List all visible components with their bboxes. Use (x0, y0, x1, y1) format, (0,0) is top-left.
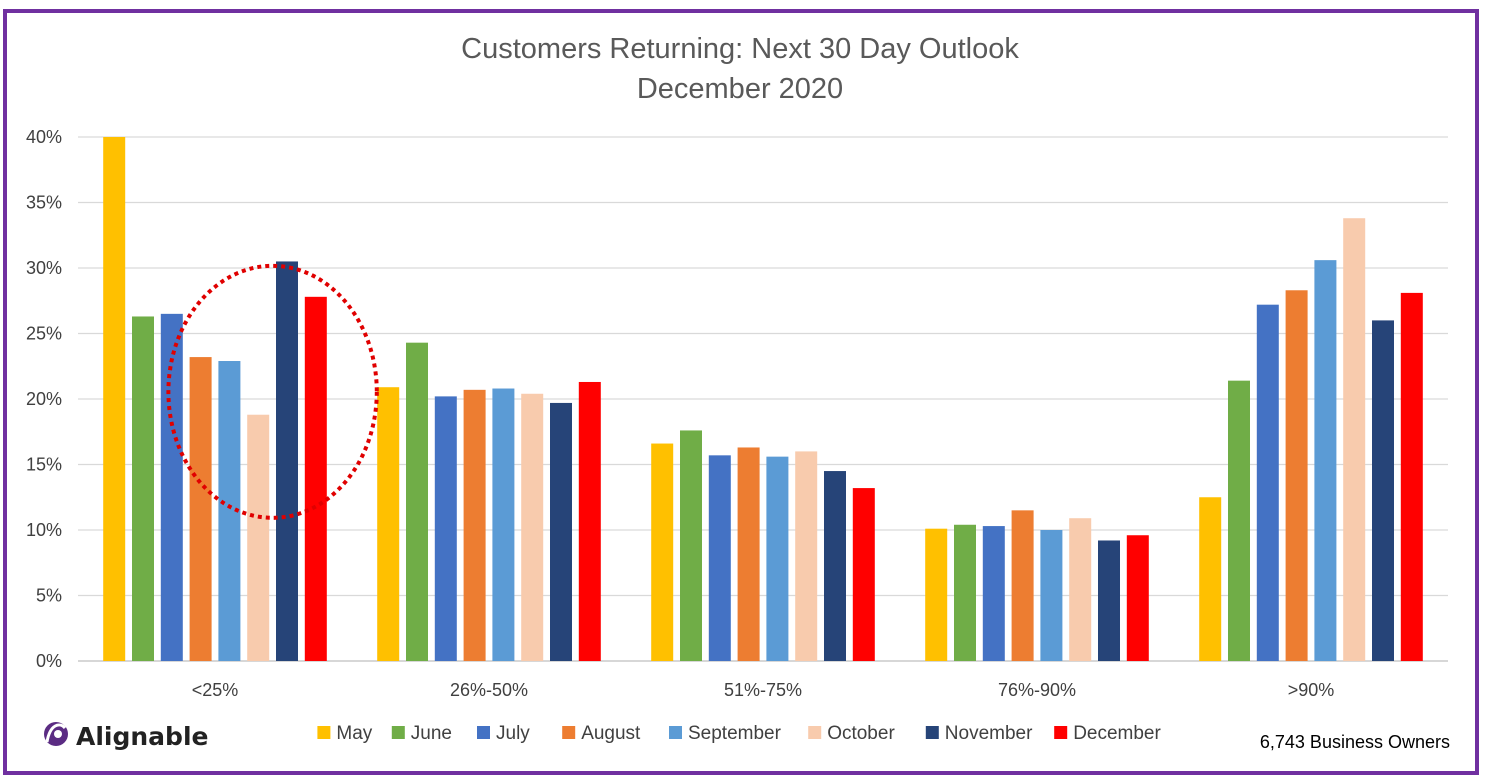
highlight-ellipse (166, 263, 379, 520)
bar-june (1228, 380, 1250, 661)
legend-label: August (581, 723, 641, 744)
y-tick-label: 25% (26, 324, 62, 344)
legend-swatch (669, 726, 682, 739)
chart-subtitle: December 2020 (637, 73, 843, 105)
bar-september (1040, 530, 1063, 661)
legend-swatch (1054, 726, 1068, 739)
legend-label: May (336, 723, 372, 744)
bar-september (218, 361, 241, 661)
bar-december (304, 296, 327, 661)
y-tick-label: 5% (36, 586, 62, 606)
x-category-label: 26%-50% (450, 680, 528, 700)
bar-august (737, 447, 760, 661)
bar-june (680, 430, 702, 661)
bars (103, 137, 1423, 661)
alignable-logo: Alignable (44, 722, 208, 751)
bar-october (1343, 218, 1366, 661)
x-category-label: <25% (192, 680, 239, 700)
bar-may (377, 387, 400, 661)
x-category-label: >90% (1288, 680, 1335, 700)
legend-label: December (1073, 723, 1161, 744)
x-category-label: 76%-90% (998, 680, 1076, 700)
bar-may (651, 443, 674, 661)
bar-september (766, 456, 789, 661)
bar-october (795, 451, 818, 661)
bar-november (1098, 540, 1120, 661)
logo-text: Alignable (76, 722, 208, 751)
alignable-logo-icon (44, 722, 68, 746)
y-tick-label: 20% (26, 389, 62, 409)
x-category-label: 51%-75% (724, 680, 802, 700)
legend-swatch (391, 726, 405, 739)
bar-december (578, 381, 601, 661)
bar-october (1069, 518, 1092, 661)
legend-label: October (827, 723, 895, 744)
bar-july (708, 455, 731, 661)
annotation-ellipse (166, 263, 379, 520)
chart-title: Customers Returning: Next 30 Day Outlook (461, 33, 1019, 65)
legend-swatch (317, 726, 331, 739)
bar-august (189, 357, 212, 661)
bar-august (1011, 510, 1034, 661)
bar-december (1126, 535, 1149, 661)
bar-september (1314, 260, 1337, 661)
y-tick-label: 0% (36, 651, 62, 671)
bar-november (824, 471, 846, 661)
legend-swatch (808, 726, 822, 739)
bar-october (521, 393, 544, 661)
bar-july (982, 526, 1005, 661)
bar-september (492, 388, 515, 661)
bar-june (132, 316, 154, 661)
bar-may (925, 528, 948, 661)
bar-october (247, 414, 270, 661)
y-axis: 0% 5% 10% 15% 20% 25% 30% 35% 40% (26, 127, 62, 671)
legend-label: June (411, 723, 452, 744)
bar-may (1199, 497, 1222, 661)
bar-july (1256, 304, 1279, 661)
bar-december (1400, 292, 1423, 661)
bar-july (160, 313, 183, 661)
y-tick-label: 35% (26, 193, 62, 213)
bar-november (550, 402, 572, 661)
bar-may (103, 137, 126, 661)
bar-december (852, 488, 875, 661)
bar-november (276, 261, 298, 661)
y-tick-label: 40% (26, 127, 62, 147)
bar-november (1372, 320, 1394, 661)
y-tick-label: 30% (26, 258, 62, 278)
bar-august (463, 389, 486, 661)
legend-swatch (477, 726, 490, 739)
bar-june (954, 524, 976, 661)
y-tick-label: 15% (26, 455, 62, 475)
legend-swatch (562, 726, 576, 739)
respondent-count: 6,743 Business Owners (1260, 732, 1450, 752)
bar-july (434, 396, 457, 661)
legend-swatch (925, 726, 939, 739)
legend-label: September (688, 723, 782, 744)
bar-august (1285, 290, 1308, 661)
legend: May June July August September October Novembe… (317, 723, 1162, 744)
y-tick-label: 10% (26, 520, 62, 540)
legend-label: November (945, 723, 1033, 744)
legend-label: July (496, 723, 530, 744)
bar-june (406, 342, 428, 661)
x-axis: <25% 26%-50% 51%-75% 76%-90% >90% (192, 680, 1335, 700)
